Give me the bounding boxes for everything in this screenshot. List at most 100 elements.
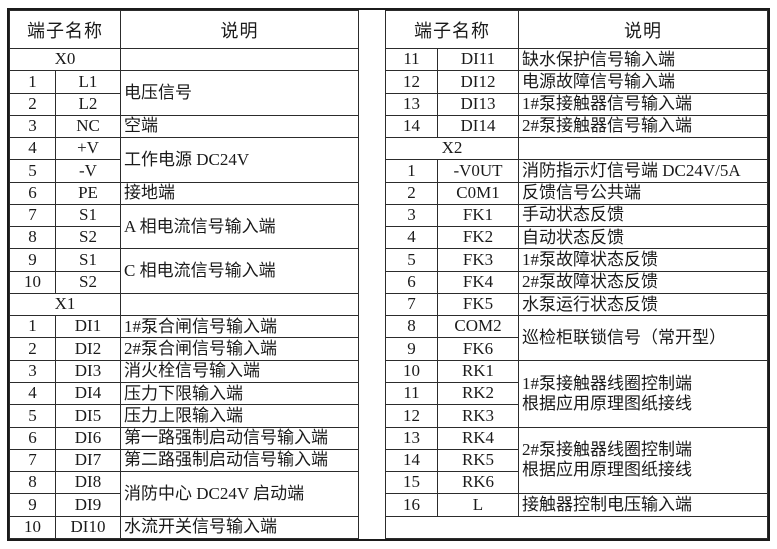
terminal-name-cell: RK2 (437, 381, 519, 406)
terminal-description-cell: 2#泵故障状态反馈 (518, 270, 768, 294)
terminal-description-cell: 第一路强制启动信号输入端 (120, 426, 359, 450)
terminal-row: 10 RK1 1#泵接触器线圈控制端 根据应用原理图纸接线 (385, 359, 768, 428)
terminal-name-column-header: 端子名称 (385, 10, 519, 49)
header-row: 端子名称 说明 (9, 10, 359, 49)
terminal-number-cell: 2 (9, 337, 56, 361)
terminal-number-cell: 10 (385, 359, 438, 383)
section-row: X2 (385, 137, 768, 161)
header-row: 端子名称 说明 (385, 10, 768, 49)
terminal-row: 5 FK3 1#泵故障状态反馈 (385, 248, 768, 272)
terminal-number-cell: 8 (385, 315, 438, 339)
terminal-description-cell: 2#泵合闸信号输入端 (120, 337, 359, 361)
terminal-name-cell: FK4 (437, 270, 519, 294)
description-column-header: 说明 (518, 10, 768, 49)
terminal-description-cell: 反馈信号公共端 (518, 181, 768, 205)
terminal-row: 5 -V (9, 159, 359, 183)
terminal-number-cell: 7 (9, 203, 56, 228)
terminal-name-cell: RK3 (437, 404, 519, 428)
section-label-cell: X2 (385, 137, 519, 161)
section-empty-description-cell (518, 137, 768, 161)
terminal-description-cell: 自动状态反馈 (518, 226, 768, 250)
terminal-description-cell: 压力下限输入端 (120, 381, 359, 406)
terminal-name-cell: DI4 (55, 381, 121, 406)
terminal-row: 3 FK1 手动状态反馈 (385, 203, 768, 228)
terminal-name-cell: NC (55, 114, 121, 139)
terminal-row: 7 DI7 第二路强制启动信号输入端 (9, 448, 359, 473)
terminal-number-cell: 13 (385, 426, 438, 450)
terminal-number-cell: 14 (385, 448, 438, 473)
table-gap-spacer (359, 10, 385, 539)
terminal-name-cell: FK1 (437, 203, 519, 228)
terminal-name-cell: L1 (55, 70, 121, 94)
terminal-name-cell: DI9 (55, 493, 121, 517)
terminal-name-cell: DI5 (55, 404, 121, 428)
terminal-row: 7 FK5 水泵运行状态反馈 (385, 292, 768, 317)
terminal-name-cell: -V0UT (437, 159, 519, 183)
terminal-row: 14 DI14 2#泵接触器信号输入端 (385, 114, 768, 139)
terminal-number-cell: 4 (9, 137, 56, 161)
terminal-description-cell: 手动状态反馈 (518, 203, 768, 228)
terminal-number-cell: 3 (9, 359, 56, 383)
terminal-row: 4 +V 工作电源 DC24V (9, 137, 359, 183)
terminal-description-cell: 1#泵故障状态反馈 (518, 248, 768, 272)
terminal-number-cell: 12 (385, 404, 438, 428)
terminal-row: 1 L1 电压信号 (9, 70, 359, 116)
terminal-number-cell: 1 (9, 70, 56, 94)
terminal-row: 4 FK2 自动状态反馈 (385, 226, 768, 250)
terminal-name-cell: FK2 (437, 226, 519, 250)
terminal-row: 3 DI3 消火栓信号输入端 (9, 359, 359, 383)
terminal-number-cell: 11 (385, 47, 438, 72)
terminal-table-x2: 端子名称 说明 11 DI11 缺水保护信号输入端 12 DI12 电源故障信号输入端 13… (385, 10, 768, 540)
terminal-number-cell: 7 (9, 448, 56, 473)
terminal-row: 2 C0M1 反馈信号公共端 (385, 181, 768, 205)
terminal-description-cell: 2#泵接触器信号输入端 (518, 114, 768, 139)
terminal-name-cell: FK6 (437, 337, 519, 361)
section-empty-description-cell (120, 47, 359, 72)
terminal-description-cell: 电源故障信号输入端 (518, 70, 768, 94)
terminal-number-cell: 11 (385, 381, 438, 406)
terminal-description-cell: 2#泵接触器线圈控制端 根据应用原理图纸接线 (518, 426, 768, 495)
terminal-description-cell: A 相电流信号输入端 (120, 203, 359, 250)
terminal-row: 4 DI4 压力下限输入端 (9, 381, 359, 406)
terminal-number-cell: 5 (9, 159, 56, 183)
terminal-name-cell: L2 (55, 92, 121, 116)
terminal-number-cell: 4 (385, 226, 438, 250)
outer-border-frame: 端子名称 说明 X0 1 L1 电压信号 2 L2 3 NC 空端 4 +V 工作电源 DC24V 5-… (7, 8, 770, 541)
terminal-description-cell: 水泵运行状态反馈 (518, 292, 768, 317)
terminal-description-cell: 缺水保护信号输入端 (518, 47, 768, 72)
terminal-table-x0-x1: 端子名称 说明 X0 1 L1 电压信号 2 L2 3 NC 空端 4 +V 工作电源 DC24V 5-… (9, 10, 359, 540)
terminal-name-cell: RK6 (437, 471, 519, 495)
terminal-description-cell: 消防中心 DC24V 启动端 (120, 471, 359, 517)
terminal-number-cell: 9 (9, 493, 56, 517)
terminal-name-cell: RK5 (437, 448, 519, 473)
terminal-name-cell: DI3 (55, 359, 121, 383)
description-column-header: 说明 (120, 10, 359, 49)
terminal-description-cell: 接触器控制电压输入端 (518, 493, 768, 517)
terminal-name-cell: DI1 (55, 315, 121, 339)
terminal-number-cell: 4 (9, 381, 56, 406)
terminal-number-cell: 15 (385, 471, 438, 495)
terminal-name-cell: DI12 (437, 70, 519, 94)
terminal-row: 11 RK2 (385, 381, 768, 406)
terminal-row: 8 DI8 消防中心 DC24V 启动端 (9, 471, 359, 517)
terminal-name-cell: DI14 (437, 114, 519, 139)
empty-filler-row (385, 515, 768, 540)
terminal-row: 1 DI1 1#泵合闸信号输入端 (9, 315, 359, 339)
terminal-number-cell: 1 (9, 315, 56, 339)
terminal-number-cell: 6 (9, 181, 56, 205)
terminal-name-cell: FK5 (437, 292, 519, 317)
terminal-description-cell: C 相电流信号输入端 (120, 248, 359, 294)
terminal-row: 6 FK4 2#泵故障状态反馈 (385, 270, 768, 294)
terminal-number-cell: 10 (9, 270, 56, 294)
terminal-number-cell: 3 (9, 114, 56, 139)
section-label-cell: X0 (9, 47, 121, 72)
terminal-description-cell: 压力上限输入端 (120, 404, 359, 428)
terminal-description-cell: 工作电源 DC24V (120, 137, 359, 183)
terminal-name-cell: DI2 (55, 337, 121, 361)
terminal-row: 10 DI10 水流开关信号输入端 (9, 515, 359, 540)
terminal-row: 12 DI12 电源故障信号输入端 (385, 70, 768, 94)
terminal-number-cell: 12 (385, 70, 438, 94)
terminal-description-cell: 第二路强制启动信号输入端 (120, 448, 359, 473)
terminal-number-cell: 6 (385, 270, 438, 294)
terminal-row: 2 DI2 2#泵合闸信号输入端 (9, 337, 359, 361)
